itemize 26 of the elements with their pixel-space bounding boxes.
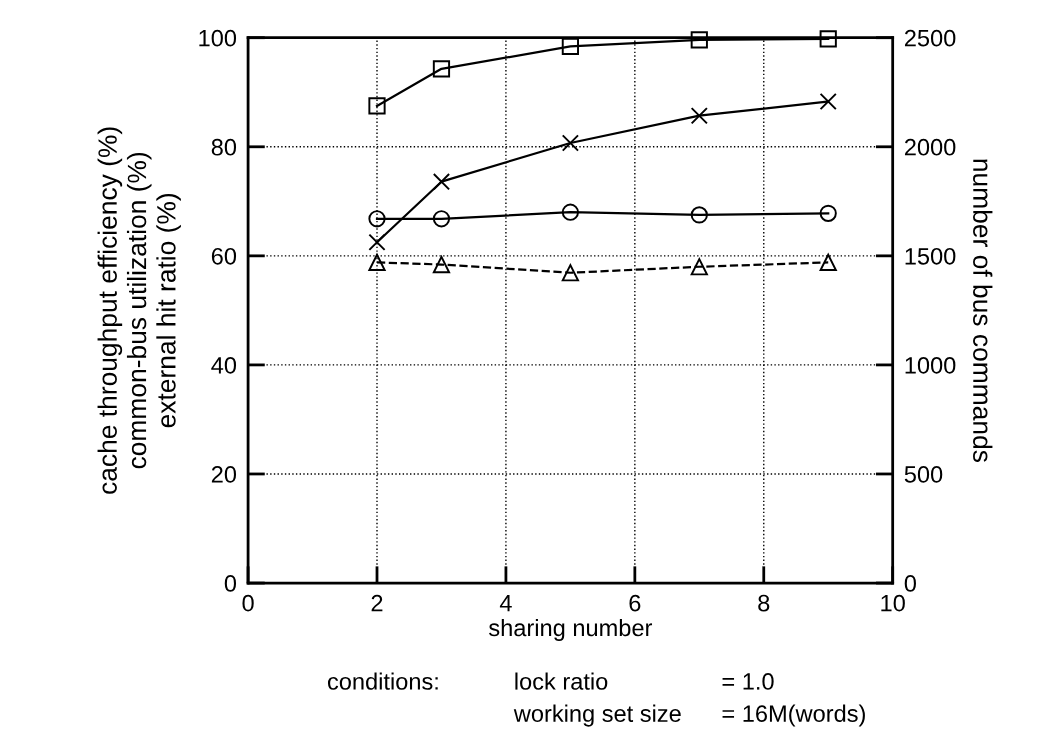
y2-tick-label: 2500: [904, 29, 956, 47]
y-axis-title: cache throughput efficiency (%) common-bus utilization (%) external hit ratio (%): [97, 127, 181, 494]
text: = 1.0: [722, 673, 774, 690]
y-tick-label: 100: [199, 29, 237, 47]
y-tick-label: 0: [224, 575, 237, 592]
y-tick-label: 40: [211, 356, 237, 374]
y2-tick-label: 500: [904, 466, 943, 483]
text: conditions:: [327, 672, 438, 690]
y2-tick-label: 2000: [904, 138, 956, 156]
y2-tick-label: 1500: [905, 247, 956, 265]
y2-axis-title: number of bus commands: [973, 159, 993, 462]
x-tick-label: 8: [758, 594, 770, 612]
x-tick-label: 6: [629, 594, 641, 612]
text: = 16M(words): [722, 704, 865, 727]
x-axis-title: sharing number: [489, 618, 653, 641]
text: working set size: [513, 704, 681, 727]
y-tick-label: 20: [211, 466, 237, 483]
x-tick-label: 0: [242, 594, 254, 612]
x-tick-label: 10: [881, 594, 905, 612]
x-tick-label: 2: [371, 594, 383, 612]
y-tick-label: 80: [211, 138, 237, 156]
y-tick-label: 60: [211, 247, 237, 265]
text: lock ratio: [515, 672, 608, 690]
x-tick-label: 4: [499, 595, 512, 612]
y2-tick-label: 0: [904, 575, 916, 592]
y2-tick-label: 1000: [905, 356, 956, 374]
